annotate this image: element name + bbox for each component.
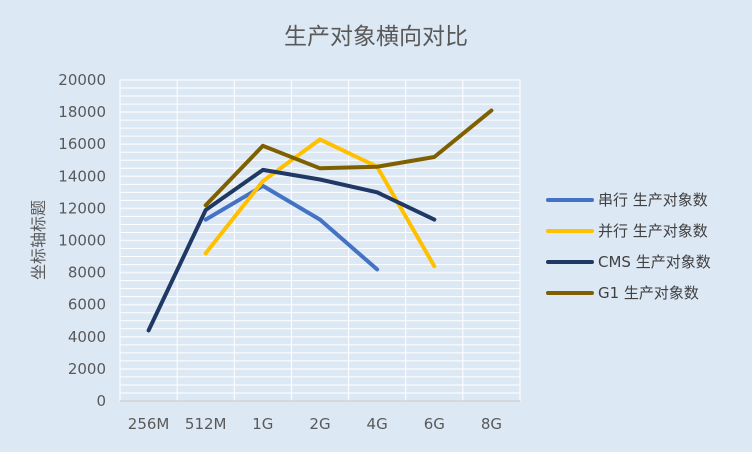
x-tick-label: 512M <box>185 415 227 433</box>
x-tick-label: 8G <box>481 415 502 433</box>
legend-label: 并行 生产对象数 <box>598 222 708 240</box>
y-tick-label: 6000 <box>68 296 106 314</box>
axes: 0 2000 4000 6000 8000 10000 12000 14000 16000 180… <box>58 71 520 433</box>
x-tick-label: 256M <box>128 415 170 433</box>
y-axis-title: 坐标轴标题 <box>29 200 48 280</box>
x-tick-label: 6G <box>424 415 445 433</box>
y-tick-label: 16000 <box>58 135 106 153</box>
x-tick-label: 2G <box>309 415 330 433</box>
series-line-1 <box>203 183 380 272</box>
gridlines <box>119 79 521 402</box>
legend-label: 串行 生产对象数 <box>598 191 708 209</box>
x-tick-label: 4G <box>367 415 388 433</box>
legend-label: CMS 生产对象数 <box>598 253 711 271</box>
y-tick-label: 8000 <box>68 264 106 282</box>
y-tick-label: 12000 <box>58 199 106 217</box>
y-tick-label: 2000 <box>68 360 106 378</box>
series-line-4 <box>203 108 494 208</box>
y-tick-label: 20000 <box>58 71 106 89</box>
legend-label: G1 生产对象数 <box>598 284 699 302</box>
y-tick-label: 14000 <box>58 167 106 185</box>
y-tick-label: 0 <box>96 392 106 410</box>
x-tick-label: 1G <box>252 415 273 433</box>
y-tick-label: 4000 <box>68 328 106 346</box>
series-line-3 <box>146 167 437 333</box>
chart-title: 生产对象横向对比 <box>284 24 468 50</box>
y-tick-label: 18000 <box>58 103 106 121</box>
y-tick-label: 10000 <box>58 232 106 250</box>
series-lines <box>146 108 494 333</box>
